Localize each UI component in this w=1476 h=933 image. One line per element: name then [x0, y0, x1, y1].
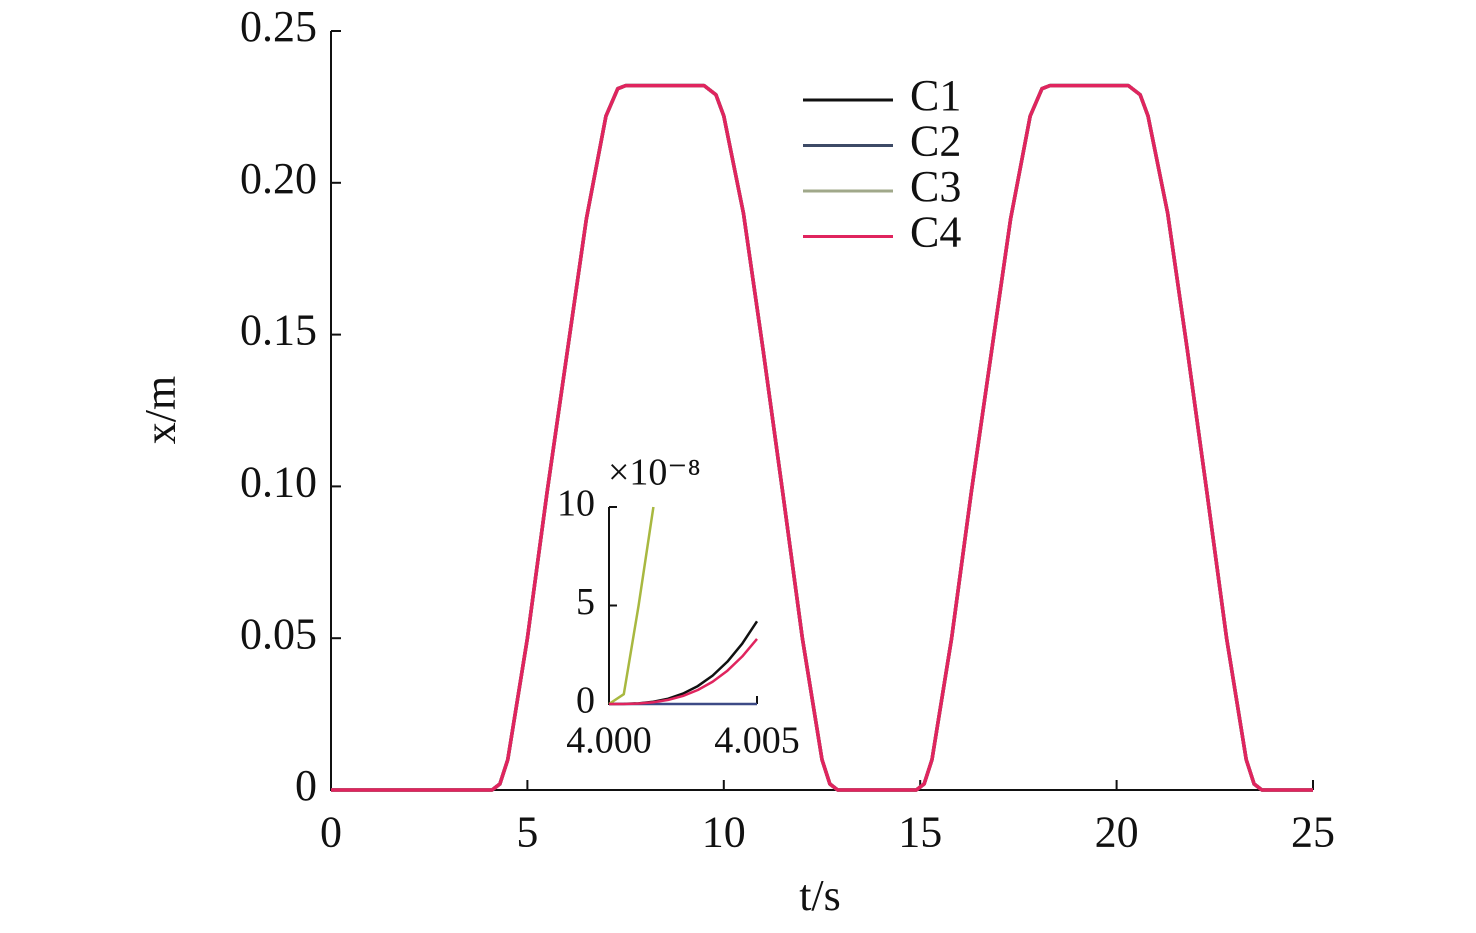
x-tick-label: 5 [516, 807, 538, 856]
y-tick-label: 0.25 [240, 2, 317, 51]
legend-label: C2 [910, 117, 961, 166]
y-tick-label: 0 [576, 680, 595, 722]
series-line [608, 638, 758, 706]
y-tick-label: 10 [557, 483, 595, 525]
y-tick-label: 0.10 [240, 457, 317, 506]
x-tick-label: 10 [702, 807, 746, 856]
y-tick-label: 0.20 [240, 154, 317, 203]
y-axis-title: x/m [136, 376, 185, 444]
series-line [608, 506, 655, 706]
x-tick-label: 20 [1095, 807, 1139, 856]
x-tick-label: 0 [320, 807, 342, 856]
axis-line [608, 507, 757, 705]
y-tick-label: 0.15 [240, 306, 317, 355]
x-tick-label: 15 [898, 807, 942, 856]
series-line [331, 83, 1313, 792]
y-tick-label: 5 [576, 581, 595, 623]
x-axis-title: t/s [799, 871, 841, 920]
x-tick-label: 4.005 [714, 720, 800, 762]
x-tick-label: 4.000 [566, 720, 652, 762]
x-tick-label: 25 [1291, 807, 1335, 856]
legend-label: C3 [910, 162, 961, 211]
y-tick-label: 0.05 [240, 609, 317, 658]
legend-label: C4 [910, 208, 961, 257]
inset-annotation: ×10⁻⁸ [608, 452, 701, 494]
y-tick-label: 0 [295, 761, 317, 810]
legend-label: C1 [910, 71, 961, 120]
